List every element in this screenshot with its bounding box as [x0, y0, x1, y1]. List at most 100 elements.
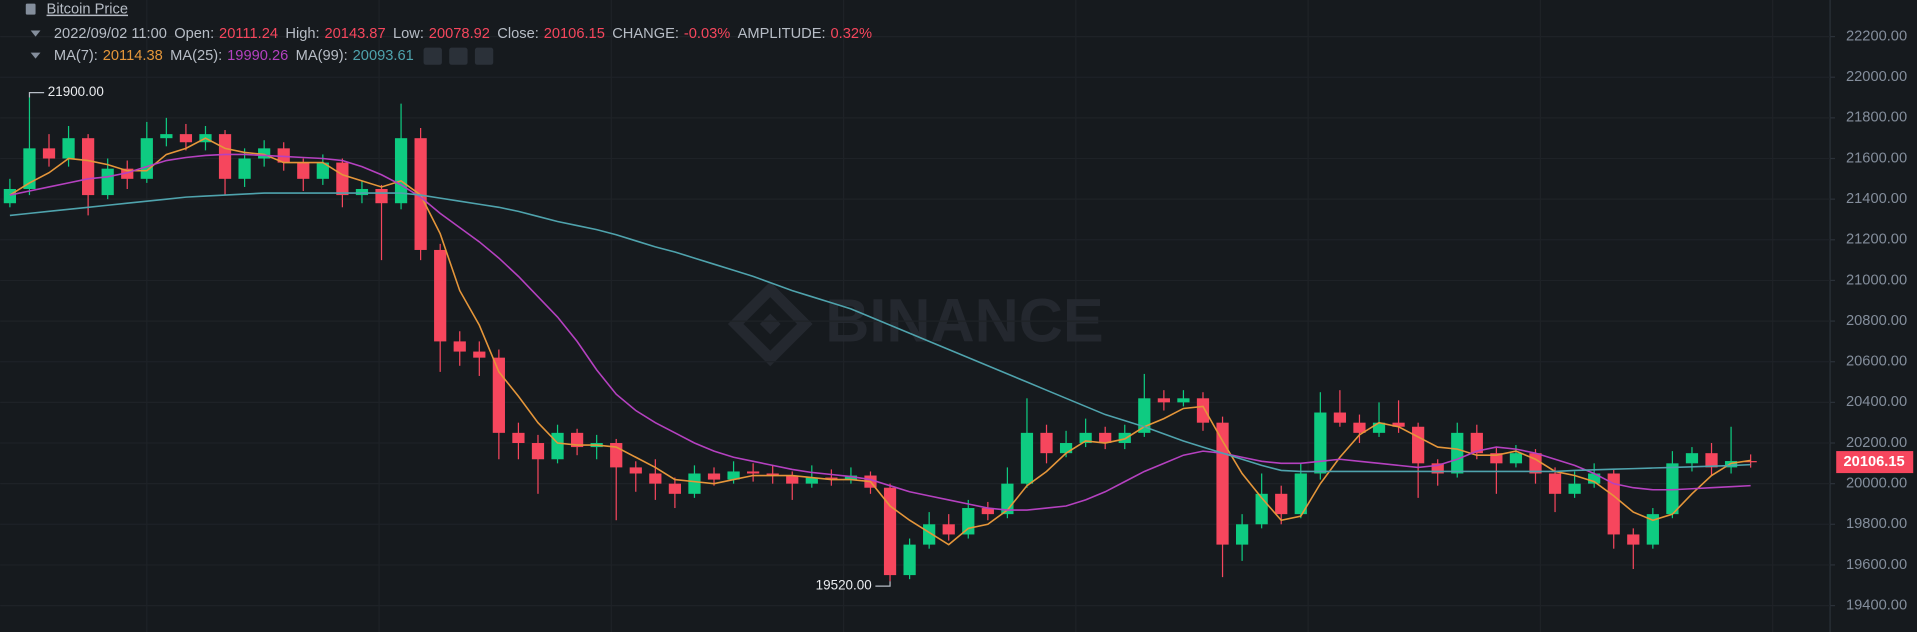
candle-body: [1588, 473, 1601, 484]
candle-body: [805, 477, 818, 484]
low-value: 20078.92: [429, 26, 490, 42]
y-tick-label: 21400.00: [1846, 191, 1907, 207]
candle-body: [1509, 453, 1523, 464]
candle-body: [1666, 463, 1679, 515]
candle-body: [531, 443, 545, 460]
close-value: 20106.15: [544, 26, 605, 42]
y-tick-label: 21800.00: [1846, 110, 1907, 126]
candle-body: [1744, 461, 1757, 463]
ma-line: [9, 192, 1751, 473]
candle-body: [962, 508, 975, 535]
candle-body: [1235, 524, 1249, 545]
candle-body: [1529, 453, 1542, 474]
candle-body: [1568, 483, 1581, 494]
candle-body: [727, 471, 740, 480]
legend-buttons: [423, 47, 494, 65]
candle-body: [844, 475, 858, 480]
plot: [0, 35, 1835, 607]
candle-body: [23, 148, 36, 189]
y-tick-label: 21000.00: [1846, 272, 1907, 288]
candle-body: [1059, 443, 1073, 454]
candle-body: [238, 158, 251, 179]
ma-line: [9, 153, 1751, 511]
collapse-toggle[interactable]: [30, 52, 41, 59]
candle-body: [121, 168, 134, 179]
candle-body: [551, 432, 564, 460]
title-icon: [25, 3, 36, 15]
price-tag-label: 20106.15: [1844, 454, 1905, 470]
candle-body: [1118, 432, 1131, 444]
amplitude-label: AMPLITUDE:: [738, 26, 826, 42]
legend-button[interactable]: [474, 47, 494, 65]
candle-body: [883, 487, 897, 576]
y-tick-label: 20400.00: [1846, 394, 1907, 410]
y-tick-label: 20200.00: [1846, 435, 1907, 451]
candle-body: [160, 134, 173, 139]
ma-line: [9, 137, 1751, 546]
ohlc-row: 2022/09/02 11:00 Open: 20111.24 High: 20143.…: [54, 26, 872, 42]
candle-body: [297, 162, 310, 179]
header: Bitcoin Price 2022/09/02 11:00 Open: 20111…: [25, 2, 872, 65]
candle-body: [1314, 412, 1327, 474]
candle-body: [42, 148, 56, 159]
candle-body: [316, 162, 329, 179]
chart-title[interactable]: Bitcoin Price: [47, 2, 128, 18]
y-tick-label: 19600.00: [1846, 557, 1907, 573]
watermark-logo: [727, 281, 813, 367]
candle-body: [355, 188, 369, 196]
legend-button[interactable]: [449, 47, 468, 65]
min-label: 19520.00: [816, 578, 872, 593]
candle-body: [1333, 412, 1347, 423]
change-label: CHANGE:: [612, 26, 679, 42]
candle-body: [1020, 432, 1034, 484]
candle-body: [453, 341, 466, 352]
candle-body: [1470, 432, 1483, 454]
candle-body: [570, 432, 584, 448]
price-tag: [1836, 451, 1914, 474]
candle-body: [1490, 453, 1503, 464]
legend-value: 19990.26: [227, 48, 288, 64]
open-value: 20111.24: [219, 26, 278, 42]
candle-body: [1275, 493, 1288, 515]
legend-button[interactable]: [423, 47, 442, 65]
candle-body: [1040, 432, 1053, 454]
candle-body: [903, 544, 916, 576]
legend-label: MA(7):: [54, 48, 98, 64]
watermark-text: BINANCE: [825, 286, 1103, 354]
candle-body: [1412, 426, 1425, 464]
collapse-toggle[interactable]: [30, 30, 41, 37]
datetime: 2022/09/02 11:00: [54, 26, 167, 42]
max-pointer: [28, 92, 45, 98]
candle-body: [434, 249, 447, 342]
candle-body: [629, 467, 642, 474]
candle-body: [1177, 398, 1190, 403]
y-tick-label: 21600.00: [1846, 150, 1907, 166]
candle-body: [1705, 453, 1718, 468]
y-tick-label: 20600.00: [1846, 354, 1907, 370]
candle-body: [512, 432, 525, 444]
candle-body: [3, 188, 17, 204]
y-tick-label: 19400.00: [1846, 597, 1907, 613]
legend-label: MA(99):: [296, 48, 348, 64]
candle-body: [747, 471, 760, 474]
y-tick-label: 19800.00: [1846, 516, 1907, 532]
candle-body: [1451, 432, 1464, 474]
candle-body: [82, 138, 95, 196]
candle-body: [258, 148, 271, 159]
open-label: Open:: [174, 26, 214, 42]
legend-value: 20093.61: [353, 48, 414, 64]
candle-body: [179, 134, 193, 143]
low-label: Low:: [393, 26, 424, 42]
candle-body: [923, 524, 936, 545]
candle-body: [1372, 422, 1386, 433]
candle-body: [1099, 432, 1112, 444]
legend-label: MA(25):: [170, 48, 222, 64]
candle-body: [336, 162, 349, 196]
candle-body: [1079, 432, 1092, 444]
candle-body: [473, 351, 486, 358]
candle-body: [1392, 422, 1405, 427]
amplitude-value: 0.32%: [831, 26, 873, 42]
candle-body: [1353, 422, 1366, 433]
